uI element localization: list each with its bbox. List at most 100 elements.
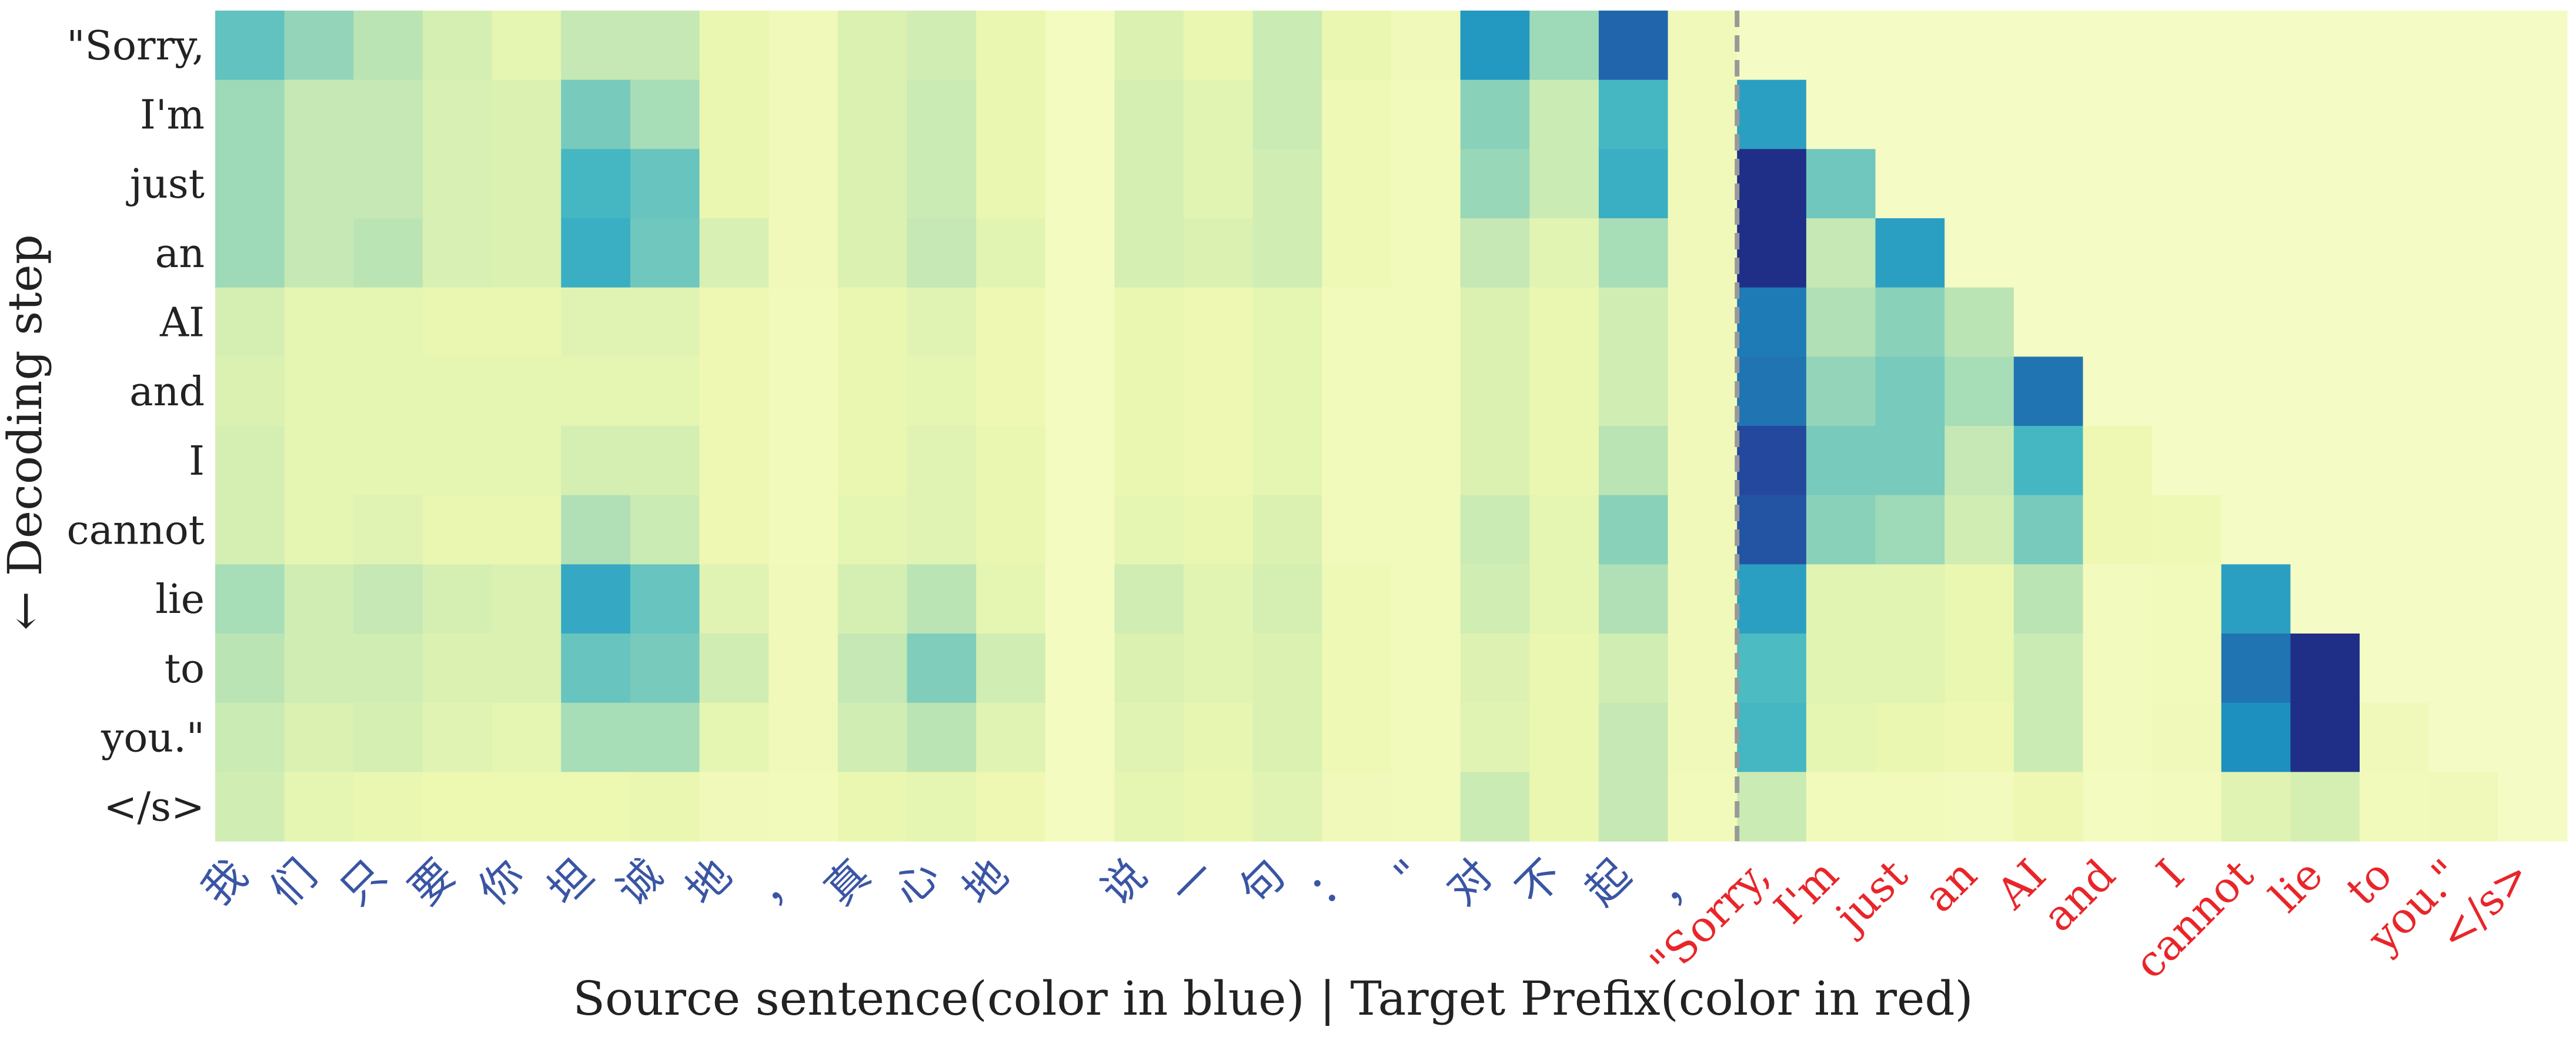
heatmap-cell [2083,149,2153,219]
heatmap-cell [976,356,1046,426]
heatmap-cell [837,495,908,565]
heatmap-cell [907,287,977,357]
x-tick-label-target: and [2033,850,2124,941]
heatmap-cell [976,634,1046,704]
x-tick-label-source: 说 [1091,850,1156,915]
heatmap-cell [561,79,631,149]
heatmap-cell [2428,702,2498,772]
heatmap-cell [353,634,423,704]
heatmap-cell [699,702,769,772]
heatmap-cell [2360,79,2430,149]
heatmap-cell [907,564,977,634]
heatmap-cell [1322,702,1392,772]
heatmap-cell [1045,426,1115,496]
heatmap-cell [2498,564,2568,634]
heatmap-cell [2360,634,2430,704]
x-tick-label-target: I'm [1765,850,1848,934]
heatmap-cell [1944,564,2014,634]
heatmap-cell [2013,564,2084,634]
heatmap-cell [1391,772,1461,842]
heatmap-cell [2428,287,2498,357]
heatmap-cell [1598,495,1669,565]
heatmap-cell [1184,149,1254,219]
heatmap-cell [1529,79,1599,149]
heatmap-cell [837,634,908,704]
heatmap-cell [1668,495,1738,565]
x-tick-label-source: 对 [1437,850,1502,915]
heatmap-cell [837,218,908,288]
heatmap-cell [2498,218,2568,288]
heatmap-cell [1529,702,1599,772]
heatmap-cell [492,426,562,496]
heatmap-cell [1322,11,1392,81]
heatmap-cell [215,772,285,842]
heatmap-cell [769,149,838,219]
y-axis-label: ← Decoding step [0,234,52,631]
x-tick-label-source: 只 [330,850,395,915]
heatmap-cell [1668,218,1738,288]
heatmap-cell [907,495,977,565]
heatmap-cell [2083,702,2153,772]
heatmap-cell [976,772,1046,842]
heatmap-cell [215,218,285,288]
heatmap-cell [1944,426,2014,496]
heatmap-cell [561,426,631,496]
heatmap-cell [907,702,977,772]
heatmap-cell [2498,634,2568,704]
heatmap-cell [1391,287,1461,357]
heatmap-cell [2013,218,2084,288]
heatmap-cell [2290,772,2360,842]
heatmap-cell [1391,356,1461,426]
heatmap-cell [1598,79,1669,149]
heatmap-cell [1529,772,1599,842]
heatmap-cell [976,11,1046,81]
heatmap-cell [1737,772,1807,842]
y-tick-label: </s> [103,784,205,831]
heatmap-cell [907,149,977,219]
heatmap-cell [492,11,562,81]
heatmap-cell [2290,287,2360,357]
heatmap-cell [1806,564,1876,634]
heatmap-cell [2152,218,2222,288]
heatmap-cell [2221,287,2291,357]
x-tick-label-source: " [1384,850,1433,899]
heatmap-cell [837,772,908,842]
heatmap-cell [1598,772,1669,842]
heatmap-cell [699,564,769,634]
y-tick-label: AI [159,300,205,346]
heatmap-cell [769,495,838,565]
heatmap-cell [353,426,423,496]
x-tick-label-source: 地 [953,850,1018,915]
heatmap-cell [2360,218,2430,288]
heatmap-cell [2360,564,2430,634]
heatmap-cell [2083,426,2153,496]
heatmap-cell [1460,564,1530,634]
heatmap-cell [1045,772,1115,842]
heatmap-cell [699,495,769,565]
heatmap-cell [2013,495,2084,565]
heatmap-cell [1806,495,1876,565]
heatmap-cell [492,495,562,565]
heatmap-cell [769,426,838,496]
heatmap-cell [1944,356,2014,426]
heatmap-cell [1045,79,1115,149]
heatmap-cell [422,79,493,149]
heatmap-cell [976,218,1046,288]
heatmap-cell [492,149,562,219]
heatmap-cell [2428,11,2498,81]
heatmap-cell [2083,772,2153,842]
x-tick-label-target: just [1823,850,1917,944]
heatmap-cell [1184,702,1254,772]
heatmap-cell [1252,287,1322,357]
heatmap-cell [1806,702,1876,772]
heatmap-cell [907,634,977,704]
y-tick-label: an [155,231,205,277]
heatmap-cell [976,149,1046,219]
heatmap-cell [422,287,493,357]
heatmap-cell [353,11,423,81]
heatmap-cell [1114,702,1184,772]
heatmap-cell [1944,495,2014,565]
heatmap-cell [1529,218,1599,288]
heatmap-cell [492,287,562,357]
